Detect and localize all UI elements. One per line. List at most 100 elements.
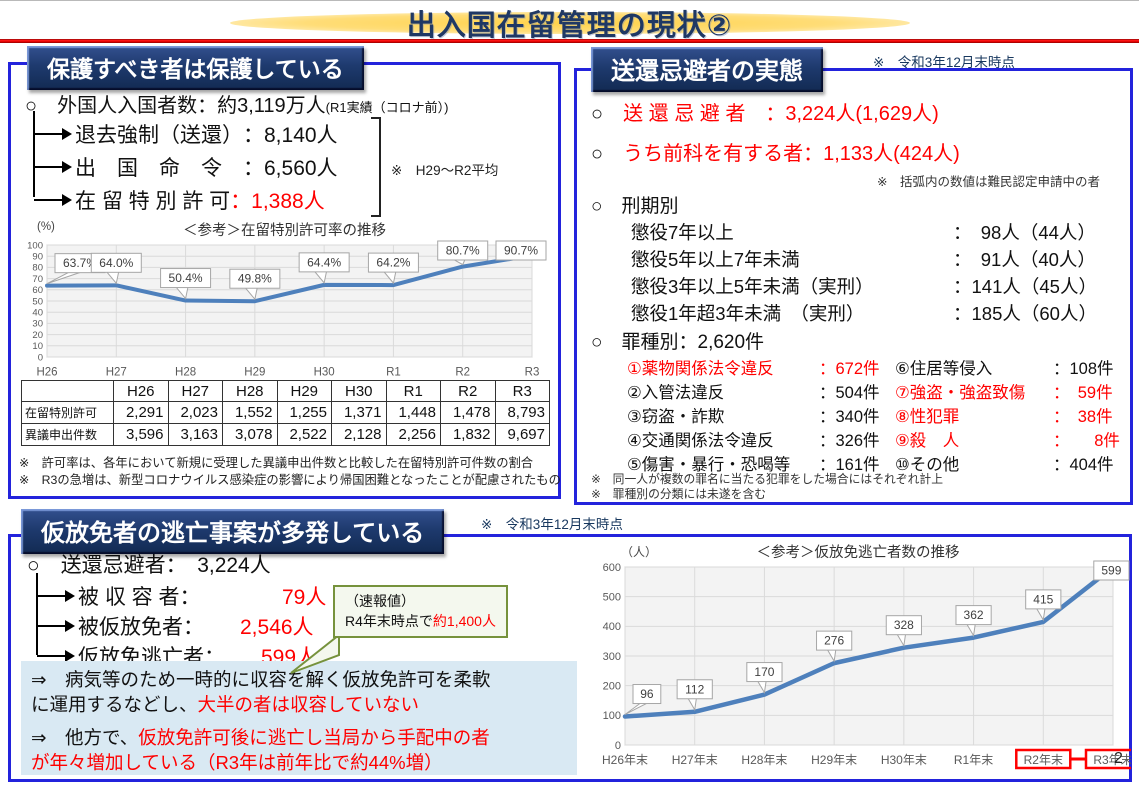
circle-bullet: ○ [27,554,40,577]
svg-text:400: 400 [603,621,621,633]
svg-text:100: 100 [603,710,621,722]
term-header: 刑期別 [621,196,679,217]
entrants-line: ○ 外国人入国者数：約3,119万人(R1実績（コロナ前）) [25,89,448,118]
crime-header: 罪種別：2,620件 [621,332,765,353]
crime-item: ③窃盗・詐欺 ：340件 [627,408,880,426]
crime-item: ⑩その他 ：404件 [895,456,1114,474]
svg-text:50: 50 [32,296,43,307]
svg-text:R2: R2 [455,367,470,379]
svg-text:H30: H30 [314,367,335,379]
svg-text:500: 500 [603,592,621,604]
panel-evaders: 送還忌避者の実態 ※ 令和3年12月末時点 ○ 送 還 忌 避 者 ：3,224… [574,47,1133,505]
svg-text:60: 60 [32,285,43,296]
evaders-value: ：3,224人(1,629人) [765,103,939,125]
svg-text:200: 200 [603,681,621,693]
callout-body: R4年末時点で約1,400人 [345,613,496,630]
circle-bullet: ○ [591,196,603,217]
svg-text:100: 100 [27,240,43,251]
svg-text:R1年末: R1年末 [954,753,993,767]
panel-protected: 保護すべき者は保護している ○ 外国人入国者数：約3,119万人(R1実績（コロ… [8,46,561,499]
branch-detained: 被 収 容 者： 79人 [36,581,326,611]
svg-text:R2年末: R2年末 [1024,753,1063,767]
average-note: ※ H29～R2平均 [391,163,499,178]
svg-text:H27年末: H27年末 [672,753,718,767]
crime-item: ④交通関係法令違反 ：326件 [627,432,880,450]
crime-item: ⑦強盗・強盗致傷： 59件 [895,384,1113,402]
circle-bullet: ○ [591,332,603,353]
svg-text:0: 0 [615,740,621,752]
average-bracket [371,117,381,217]
svg-text:R3年末: R3年末 [1093,753,1131,767]
slide-top-edge [0,0,1139,1]
crime-header-line: ○ 罪種別：2,620件 [591,327,764,354]
svg-text:80: 80 [32,263,43,274]
svg-text:H29年末: H29年末 [811,753,857,767]
escape-root-value: 3,224人 [197,554,271,577]
conclusion-paragraph: ⇒ 他方で、仮放免許可後に逃亡し当局から手配中の者 が年々増加している（R3年は… [31,727,490,773]
term-item: 懲役7年以上： 98人（44人） [631,222,1096,243]
criminal-label: うち前科を有する者 [623,143,804,165]
chart2-unit: （人） [621,545,658,559]
svg-text:H26年末: H26年末 [602,753,648,767]
footnote-line: ※ 罪種別の分類には未遂を含む [591,487,767,502]
svg-text:R1: R1 [386,367,401,379]
svg-text:328: 328 [894,618,914,632]
svg-text:10: 10 [32,341,43,352]
left-footnotes: ※ 許可率は、各年において新規に受理した異議申出件数と比較した在留特別許可件数の… [19,455,561,488]
term-header-line: ○ 刑期別 [591,191,679,218]
page-title: 出入国在留管理の現状② [406,10,733,42]
svg-text:112: 112 [685,682,704,696]
svg-text:64.2%: 64.2% [376,256,410,270]
escape-root-label: 送還忌避者： [60,554,198,577]
badge-evaders: 送還忌避者の実態 [591,47,823,92]
svg-text:30: 30 [32,319,43,330]
svg-text:H30年末: H30年末 [881,753,927,767]
svg-text:599: 599 [1101,564,1121,578]
evaders-line: ○ 送 還 忌 避 者 ：3,224人(1,629人) [591,97,939,126]
escape-root-line: ○ 送還忌避者： 3,224人 [27,549,271,579]
panel-escape: 仮放免者の逃亡事案が多発している ※ 令和3年12月末時点 ○ 送還忌避者： 3… [8,509,1132,782]
table-row: 異議申出件数 3,596 3,163 3,078 2,522 2,128 2,2… [21,423,550,446]
crime-item: ①薬物関係法令違反 ：672件 [627,360,880,378]
badge-escape: 仮放免者の逃亡事案が多発している [21,509,445,554]
branch-special-permission: 在 留 特 別 許 可：1,388人 [34,185,325,215]
chart1-title-row: (%) ＜参考＞在留特別許可率の推移 [11,219,558,240]
svg-text:90.7%: 90.7% [504,244,538,258]
crime-item: ②入管法違反 ：504件 [627,384,880,402]
crime-footnotes: ※ 同一人が複数の罪名に当たる犯罪をした場合にはそれぞれ計上 ※ 罪種別の分類に… [591,472,943,503]
svg-text:0: 0 [38,352,43,363]
svg-text:90: 90 [32,252,43,263]
footnote-line: ※ 許可率は、各年において新規に受理した異議申出件数と比較した在留特別許可件数の… [19,456,534,470]
svg-text:64.4%: 64.4% [307,255,341,269]
conclusion-paragraph: ⇒ 病気等のため一時的に収容を解く仮放免許可を柔軟 に運用するなどし、大半の者は… [31,669,491,715]
branch-label: 出 国 命 令 [75,157,243,180]
branch-label: 在 留 特 別 許 可 [75,190,231,213]
svg-text:362: 362 [964,608,984,622]
table-row: 在留特別許可 2,291 2,023 1,552 1,255 1,371 1,4… [21,401,550,424]
escapee-count-chart: 0 100 200 300 400 500 600 H26年末 H27年末 H28年末 H29年末 H… [602,560,1131,770]
callout-title: （速報値） [345,593,415,609]
crime-item: ⑤傷害・暴行・恐喝等 ：161件 [627,456,880,474]
circle-bullet: ○ [591,103,604,125]
chart1-unit: (%) [37,221,55,233]
svg-text:H27: H27 [106,367,127,379]
page-number: 2 [1114,750,1123,767]
svg-text:96: 96 [640,687,654,701]
entrants-note: (R1実績（コロナ前）) [325,100,449,115]
svg-text:50.4%: 50.4% [169,271,203,285]
escape-date-note: ※ 令和3年12月末時点 [481,517,623,532]
svg-text:H26: H26 [36,367,57,379]
svg-text:49.8%: 49.8% [238,272,272,286]
branch-value: ：6,560人 [243,157,338,180]
footnote-line: ※ R3の急増は、新型コロナウイルス感染症の影響により帰国困難となったことが配慮… [19,472,561,487]
chart2-title: ＜参考＞仮放免逃亡者数の推移 [756,545,960,561]
evaders-label: 送 還 忌 避 者 [623,103,766,125]
svg-text:H28: H28 [175,367,196,379]
evaders-date-note: ※ 令和3年12月末時点 [873,55,1015,70]
svg-text:H29: H29 [244,367,265,379]
title-highlight-ellipse [229,12,910,34]
svg-text:276: 276 [824,634,844,648]
branch-label: 退去強制（送還） [75,124,243,147]
footnote-line: ※ 同一人が複数の罪名に当たる犯罪をした場合にはそれぞれ計上 [591,472,943,486]
